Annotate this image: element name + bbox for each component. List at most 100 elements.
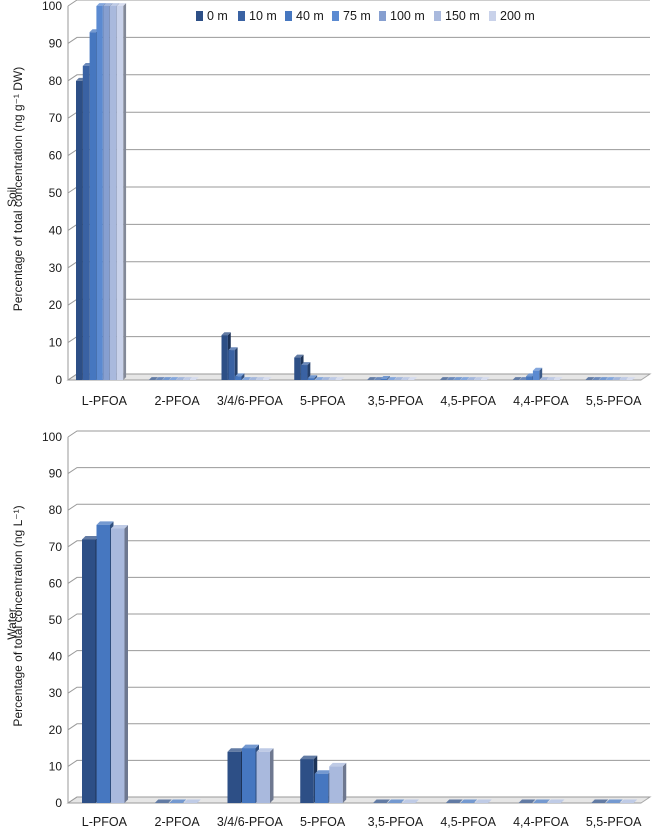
bar-top — [585, 377, 595, 380]
bar-top — [387, 377, 397, 380]
bar-top — [111, 525, 128, 529]
x-tick-label: 5,5-PFOA — [586, 815, 642, 829]
bar — [329, 762, 347, 803]
legend-label: 10 m — [249, 9, 277, 23]
bar-top — [82, 535, 99, 540]
bar-top — [221, 332, 231, 336]
bar — [300, 755, 318, 803]
bar-front — [221, 335, 228, 380]
bar-front — [532, 370, 540, 380]
y-tick-label: 100 — [42, 0, 62, 13]
bar-front — [235, 376, 242, 380]
y-tick-label: 70 — [49, 111, 63, 125]
gridline — [67, 576, 650, 584]
bar-front — [301, 365, 308, 380]
y-tick-label: 30 — [49, 261, 63, 275]
legend-item: 0 m — [196, 9, 228, 23]
gridline — [67, 74, 650, 82]
bar-top — [620, 799, 638, 803]
bar-top — [373, 799, 390, 803]
bar-front — [76, 80, 83, 381]
legend-item: 100 m — [379, 9, 425, 23]
y-tick-label: 100 — [42, 430, 62, 444]
x-tick-label: 4,4-PFOA — [513, 815, 569, 829]
bar — [473, 377, 484, 380]
bar — [401, 377, 411, 380]
bar — [328, 377, 338, 380]
y-tick-label: 10 — [49, 336, 63, 350]
gridline — [67, 650, 650, 658]
gridline — [67, 723, 650, 731]
bar-top — [183, 799, 201, 803]
y-tick-label: 20 — [49, 298, 63, 312]
bar — [539, 377, 549, 380]
bar-top — [518, 799, 536, 803]
legend-item: 75 m — [332, 9, 371, 23]
bar-top — [439, 377, 450, 380]
bar — [189, 377, 199, 380]
x-tick-label: 3/4/6-PFOA — [217, 815, 284, 829]
bar — [547, 799, 565, 803]
bar-top — [103, 3, 113, 6]
bar-top — [162, 377, 172, 380]
bar-top — [182, 377, 193, 380]
bar-top — [547, 799, 565, 803]
legend-item: 10 m — [238, 9, 277, 23]
bar — [460, 377, 470, 380]
bar-top — [605, 799, 623, 803]
bar-top — [228, 347, 238, 351]
y-tick-label: 60 — [49, 576, 63, 590]
bar — [598, 377, 609, 380]
legend-label: 150 m — [445, 9, 480, 23]
bar-top — [169, 799, 187, 803]
bar-top — [294, 354, 304, 358]
bar — [235, 373, 245, 380]
bar — [553, 377, 563, 380]
bar-top — [242, 744, 259, 749]
gridline — [67, 613, 650, 621]
bar-top — [96, 3, 106, 6]
bar-top — [407, 377, 418, 380]
bar — [367, 377, 377, 380]
y-tick-label: 10 — [49, 759, 63, 773]
x-tick-label: 4,5-PFOA — [440, 394, 496, 408]
x-tick-label: 3,5-PFOA — [368, 815, 424, 829]
bar-side — [539, 367, 543, 380]
legend-label: 75 m — [343, 9, 371, 23]
bar-front — [116, 6, 124, 380]
bar-side — [307, 362, 311, 380]
bar-top — [227, 748, 245, 752]
bar — [453, 377, 463, 380]
bar-top — [189, 377, 199, 380]
panel-label: Water — [5, 608, 19, 640]
x-tick-label: 5-PFOA — [300, 394, 346, 408]
bar-top — [453, 377, 463, 380]
bar-top — [460, 799, 478, 803]
bar-top — [539, 377, 549, 380]
x-tick-label: 3/4/6-PFOA — [217, 394, 284, 408]
legend-swatch — [332, 11, 339, 21]
bar-top — [96, 521, 114, 525]
bar-top — [473, 377, 484, 380]
bar — [242, 744, 259, 803]
gridline — [67, 36, 650, 44]
bar-top — [321, 377, 331, 380]
bar — [466, 377, 477, 380]
bar — [591, 799, 609, 803]
bar — [262, 377, 272, 380]
bar-top — [307, 375, 318, 379]
bar — [445, 799, 463, 803]
bar-side — [241, 373, 245, 380]
bar — [387, 377, 397, 380]
bar-side — [314, 375, 318, 380]
y-tick-label: 90 — [49, 36, 63, 50]
bar-top — [300, 755, 318, 760]
bar-front — [294, 357, 301, 380]
bar — [155, 377, 165, 380]
legend-swatch — [434, 11, 441, 21]
bar-front — [96, 6, 103, 380]
bar-side — [123, 3, 127, 381]
bar-top — [612, 377, 622, 380]
